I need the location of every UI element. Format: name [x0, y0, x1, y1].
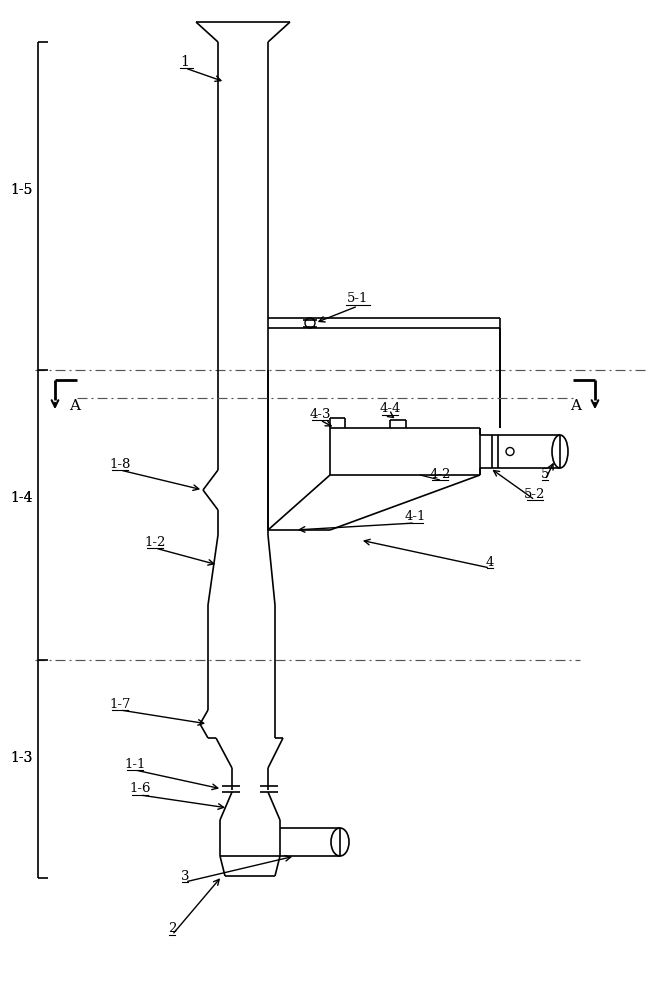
Text: A: A — [69, 399, 80, 413]
Text: 4-2: 4-2 — [430, 468, 451, 481]
Text: 1-8: 1-8 — [109, 458, 130, 471]
Text: 4-4: 4-4 — [379, 402, 401, 416]
Text: 4: 4 — [486, 556, 494, 568]
Text: 1: 1 — [181, 55, 189, 69]
Text: 5-2: 5-2 — [525, 488, 546, 500]
Text: 4-1: 4-1 — [404, 510, 426, 524]
Text: 1-3: 1-3 — [11, 751, 33, 765]
Text: 1-5: 1-5 — [11, 183, 33, 197]
Text: 1-5: 1-5 — [11, 183, 33, 197]
Text: 1-3: 1-3 — [11, 751, 33, 765]
Text: 5-1: 5-1 — [348, 292, 369, 306]
Text: 1-1: 1-1 — [124, 758, 146, 770]
Text: 4-3: 4-3 — [309, 408, 331, 420]
Text: 1-7: 1-7 — [109, 698, 130, 710]
Text: 3: 3 — [181, 869, 189, 882]
Text: 1-2: 1-2 — [144, 536, 165, 548]
Text: 2: 2 — [168, 922, 176, 936]
Text: 1-4: 1-4 — [11, 491, 33, 505]
Text: A: A — [570, 399, 581, 413]
Text: 5: 5 — [541, 468, 549, 481]
Text: 1-6: 1-6 — [129, 782, 151, 796]
Text: 1-4: 1-4 — [11, 491, 33, 505]
